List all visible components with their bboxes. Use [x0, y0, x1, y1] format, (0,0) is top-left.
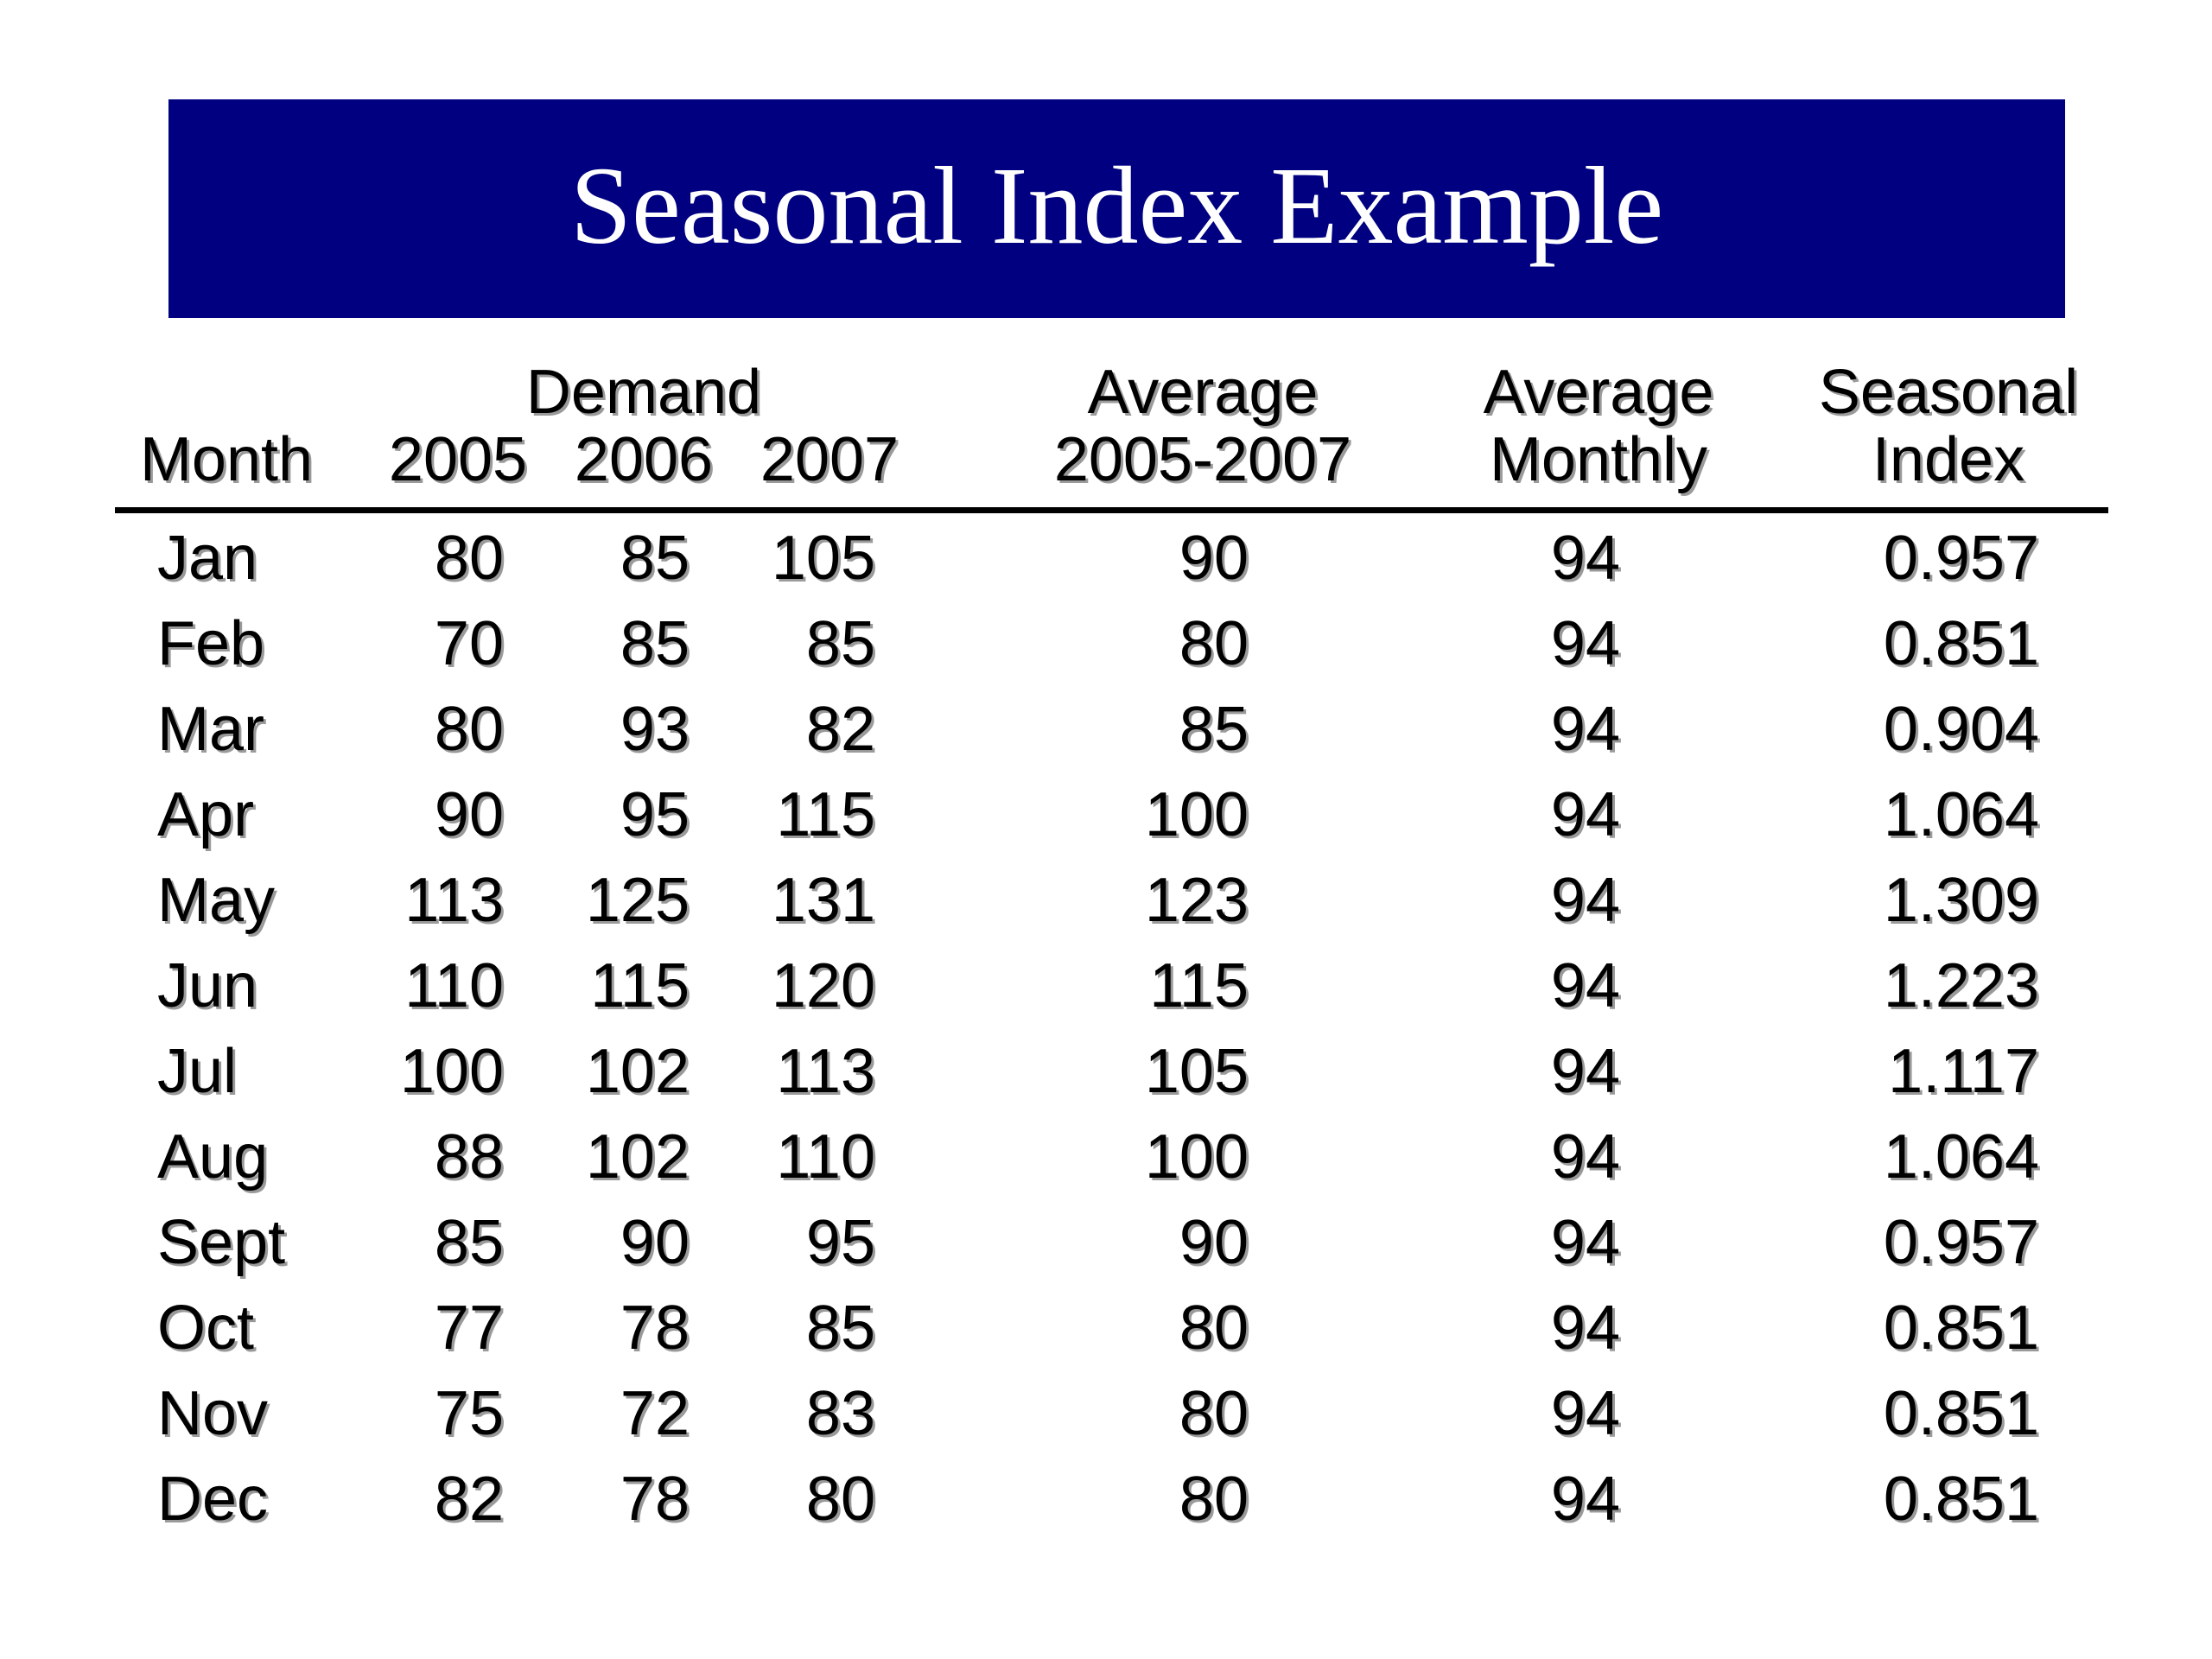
cell-average: 80 [1179, 609, 1249, 678]
cell-demand-2005: 70 [434, 609, 504, 678]
header-avg-monthly-line2: Monthly [1489, 425, 1708, 494]
cell-demand-2006: 95 [620, 780, 690, 849]
header-2007: 2007 [760, 425, 899, 494]
cell-average: 115 [1149, 951, 1249, 1020]
cell-seasonal-index: 0.851 [1883, 609, 2039, 678]
cell-demand-2007: 80 [805, 1465, 875, 1534]
cell-avg-monthly: 94 [1550, 1208, 1620, 1277]
cell-demand-2007: 110 [776, 1122, 875, 1192]
page-title: Seasonal Index Example [569, 143, 1664, 267]
header-2005: 2005 [388, 425, 528, 494]
cell-demand-2006: 102 [585, 1037, 690, 1106]
cell-month: Oct [157, 1294, 255, 1363]
cell-demand-2007: 105 [771, 524, 875, 593]
cell-average: 80 [1179, 1465, 1249, 1534]
cell-demand-2007: 131 [771, 866, 875, 935]
cell-avg-monthly: 94 [1550, 695, 1620, 764]
cell-demand-2007: 115 [776, 780, 875, 849]
cell-demand-2005: 88 [434, 1122, 504, 1192]
cell-month: Mar [157, 695, 264, 764]
header-seasonal-line1: Seasonal [1818, 358, 2079, 427]
cell-average: 80 [1179, 1379, 1249, 1448]
cell-demand-2006: 85 [620, 609, 690, 678]
cell-average: 90 [1179, 524, 1249, 593]
cell-demand-2005: 90 [434, 780, 504, 849]
header-seasonal-line2: Index [1872, 425, 2025, 494]
cell-seasonal-index: 0.957 [1883, 524, 2039, 593]
cell-seasonal-index: 1.064 [1883, 1122, 2039, 1192]
cell-demand-2005: 85 [434, 1208, 504, 1277]
cell-demand-2006: 90 [620, 1208, 690, 1277]
header-divider [115, 507, 2108, 513]
cell-month: Jul [157, 1037, 238, 1106]
cell-demand-2007: 82 [805, 695, 875, 764]
cell-demand-2005: 80 [434, 695, 504, 764]
cell-month: Dec [157, 1465, 269, 1534]
cell-demand-2006: 93 [620, 695, 690, 764]
cell-demand-2005: 77 [434, 1294, 504, 1363]
cell-avg-monthly: 94 [1550, 1379, 1620, 1448]
cell-demand-2006: 102 [585, 1122, 690, 1192]
cell-month: Apr [157, 780, 255, 849]
cell-demand-2006: 78 [620, 1465, 690, 1534]
header-demand: Demand [525, 358, 762, 427]
cell-month: Jan [157, 524, 258, 593]
cell-seasonal-index: 0.957 [1883, 1208, 2039, 1277]
cell-demand-2006: 115 [590, 951, 690, 1020]
cell-month: Feb [157, 609, 265, 678]
cell-demand-2007: 85 [805, 1294, 875, 1363]
cell-seasonal-index: 1.117 [1888, 1037, 2039, 1106]
cell-avg-monthly: 94 [1550, 1294, 1620, 1363]
cell-average: 90 [1179, 1208, 1249, 1277]
cell-seasonal-index: 0.904 [1883, 695, 2039, 764]
cell-demand-2006: 72 [620, 1379, 690, 1448]
cell-month: Aug [157, 1122, 269, 1192]
cell-avg-monthly: 94 [1550, 1465, 1620, 1534]
cell-seasonal-index: 1.309 [1883, 866, 2039, 935]
cell-demand-2007: 85 [805, 609, 875, 678]
cell-average: 123 [1144, 866, 1249, 935]
cell-seasonal-index: 1.064 [1883, 780, 2039, 849]
cell-demand-2005: 100 [399, 1037, 504, 1106]
header-average-line2: 2005-2007 [1053, 425, 1352, 494]
cell-seasonal-index: 0.851 [1883, 1465, 2039, 1534]
cell-demand-2006: 125 [585, 866, 690, 935]
cell-average: 100 [1144, 780, 1249, 849]
cell-demand-2005: 80 [434, 524, 504, 593]
cell-month: Sept [157, 1208, 286, 1277]
cell-demand-2005: 75 [434, 1379, 504, 1448]
cell-month: May [157, 866, 276, 935]
cell-avg-monthly: 94 [1550, 866, 1620, 935]
cell-month: Nov [157, 1379, 269, 1448]
cell-avg-monthly: 94 [1550, 951, 1620, 1020]
cell-average: 85 [1179, 695, 1249, 764]
cell-demand-2006: 85 [620, 524, 690, 593]
cell-demand-2007: 120 [771, 951, 875, 1020]
cell-average: 80 [1179, 1294, 1249, 1363]
cell-demand-2005: 110 [404, 951, 504, 1020]
cell-demand-2007: 95 [805, 1208, 875, 1277]
cell-seasonal-index: 0.851 [1883, 1379, 2039, 1448]
cell-month: Jun [157, 951, 258, 1020]
cell-demand-2006: 78 [620, 1294, 690, 1363]
header-avg-monthly-line1: Average [1483, 358, 1714, 427]
cell-avg-monthly: 94 [1550, 1037, 1620, 1106]
cell-avg-monthly: 94 [1550, 780, 1620, 849]
header-average-line1: Average [1087, 358, 1319, 427]
cell-average: 100 [1144, 1122, 1249, 1192]
cell-seasonal-index: 0.851 [1883, 1294, 2039, 1363]
cell-demand-2005: 82 [434, 1465, 504, 1534]
cell-avg-monthly: 94 [1550, 524, 1620, 593]
cell-demand-2007: 113 [776, 1037, 875, 1106]
cell-demand-2005: 113 [404, 866, 504, 935]
title-banner: Seasonal Index Example [168, 99, 2065, 318]
cell-avg-monthly: 94 [1550, 609, 1620, 678]
cell-average: 105 [1144, 1037, 1249, 1106]
cell-demand-2007: 83 [805, 1379, 875, 1448]
header-2006: 2006 [574, 425, 714, 494]
cell-avg-monthly: 94 [1550, 1122, 1620, 1192]
header-month: Month [139, 425, 314, 494]
cell-seasonal-index: 1.223 [1883, 951, 2039, 1020]
